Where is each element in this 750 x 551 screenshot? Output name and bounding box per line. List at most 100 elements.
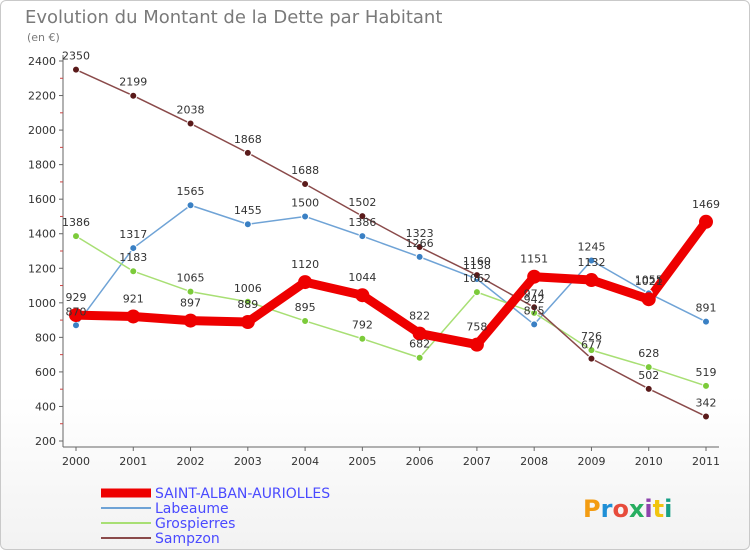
data-point [587,346,596,355]
x-tick-label: 2005 [348,455,376,468]
x-tick-label: 2008 [520,455,548,468]
data-point [301,179,310,188]
data-point [530,303,539,312]
data-label: 2350 [62,50,90,63]
y-tick-label: 800 [35,331,56,344]
data-label: 897 [180,297,201,310]
y-tick-label: 1800 [28,159,56,172]
data-point [355,288,370,303]
data-label: 758 [466,321,487,334]
data-label: 2199 [119,76,147,89]
x-tick-label: 2009 [577,455,605,468]
data-label: 726 [581,330,602,343]
data-point [415,353,424,362]
y-tick-label: 1400 [28,228,56,241]
data-label: 1386 [62,216,90,229]
data-label: 929 [66,291,87,304]
series-line-labeaume [75,204,707,326]
data-label: 1132 [577,256,605,269]
data-point [702,317,710,326]
data-label: 1500 [291,196,319,209]
data-point [584,273,599,288]
y-tick-label: 2400 [28,55,56,68]
data-label: 1120 [291,258,319,271]
data-label: 921 [123,292,144,305]
data-point [358,232,367,241]
data-label: 682 [409,338,430,351]
data-point [702,412,710,421]
data-label: 1317 [119,228,147,241]
data-label: 677 [581,339,602,352]
data-label: 1006 [234,282,262,295]
data-label: 2038 [177,104,205,117]
data-label: 974 [524,287,545,300]
y-tick-label: 2200 [28,90,56,103]
data-point [72,65,80,74]
data-label: 1266 [406,237,434,250]
data-label: 1160 [463,255,491,268]
data-point [72,321,80,330]
series-line-sampzon [75,68,707,418]
x-tick-label: 2007 [463,455,491,468]
data-point [126,309,141,324]
legend-label: Labeaume [155,501,229,517]
y-tick-label: 2000 [28,124,56,137]
data-label: 519 [696,366,717,379]
data-label: 628 [638,347,659,360]
data-label: 1138 [463,259,491,272]
data-point [301,316,310,325]
x-tick-label: 2010 [635,455,663,468]
legend-label: SAINT-ALBAN-AURIOLLES [155,486,330,502]
data-label: 1502 [348,196,376,209]
data-label: 1183 [119,251,147,264]
data-point [415,243,424,252]
data-point [702,381,710,390]
data-point [641,292,656,307]
data-point [298,275,313,290]
data-label: 1062 [463,272,491,285]
data-point [72,232,80,241]
proxiti-logo: Proxiti [583,495,672,523]
logo-letter: i [664,495,672,523]
data-point [358,212,367,221]
chart-unit: (en €) [27,31,60,44]
data-label: 1386 [348,216,376,229]
logo-letter: x [629,495,645,523]
data-point [183,313,198,328]
x-tick-label: 2006 [406,455,434,468]
data-point [186,119,195,128]
data-label: 875 [524,304,545,317]
x-tick-label: 2011 [692,455,720,468]
logo-letter: r [601,495,613,523]
data-label: 891 [696,302,717,315]
data-point [412,326,427,341]
logo-letter: P [583,495,601,523]
y-tick-label: 400 [35,400,56,413]
data-label: 1055 [635,273,663,286]
data-label: 1565 [177,185,205,198]
data-label: 792 [352,319,373,332]
data-label: 895 [295,301,316,314]
data-point [469,337,484,352]
data-label: 1688 [291,164,319,177]
y-tick-label: 1600 [28,193,56,206]
data-point [587,256,596,265]
data-point [69,308,83,323]
data-point [587,354,596,363]
series-line-saint-alban-auriolles [75,219,710,350]
logo-letter: t [653,495,664,523]
data-label: 342 [696,396,717,409]
y-tick-label: 200 [35,435,56,448]
logo-letter: o [612,495,629,523]
data-point [472,271,481,280]
data-point [186,287,195,296]
data-label: 1868 [234,133,262,146]
legend-label: Grospierres [155,516,235,532]
data-label: 822 [409,310,430,323]
data-point [644,384,653,393]
data-label: 1455 [234,204,262,217]
data-label: 1044 [348,271,376,284]
data-point [699,214,713,229]
data-point [129,91,138,100]
